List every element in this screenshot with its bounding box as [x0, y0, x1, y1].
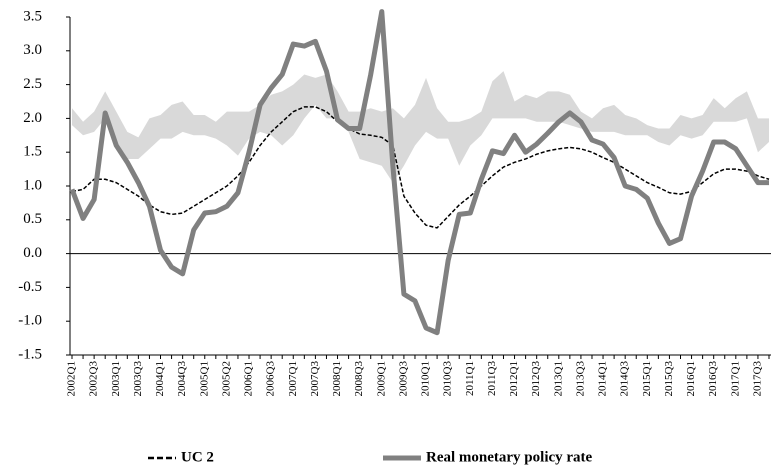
- x-tick-label: 2016Q1: [685, 361, 697, 396]
- x-tick-label: 2008Q1: [331, 361, 343, 396]
- x-tick-label: 2006Q3: [265, 361, 277, 397]
- y-tick-label: -0.5: [18, 279, 42, 295]
- x-tick-label: 2014Q1: [597, 361, 609, 396]
- y-tick-label: 1.5: [23, 144, 42, 160]
- y-tick-label: 1.0: [23, 177, 42, 193]
- x-tick-label: 2007Q1: [287, 361, 299, 396]
- series-line: [69, 9, 769, 336]
- y-tick-label: 0.0: [23, 245, 42, 261]
- x-tick-label: 2005Q1: [198, 361, 210, 396]
- x-tick-label: 2006Q1: [243, 361, 255, 396]
- x-tick-label: 2002Q3: [88, 361, 100, 397]
- y-tick-label: 2.0: [23, 110, 42, 126]
- y-tick-label: 3.5: [23, 8, 42, 24]
- x-tick-label: 2011Q3: [486, 361, 498, 397]
- y-tick-label: 0.5: [23, 211, 42, 227]
- x-tick-label: 2003Q3: [132, 361, 144, 397]
- legend-label: UC 2: [181, 449, 214, 465]
- x-tick-label: 2009Q3: [397, 361, 409, 397]
- x-tick-label: 2005Q2: [220, 361, 232, 396]
- x-tick-label: 2013Q3: [574, 361, 586, 397]
- x-tick-label: 2017Q1: [729, 361, 741, 396]
- x-tick-label: 2010Q1: [420, 361, 432, 396]
- x-tick-label: 2004Q1: [154, 361, 166, 396]
- y-tick-label: 3.0: [23, 42, 42, 58]
- x-tick-label: 2004Q3: [176, 361, 188, 397]
- x-tick-label: 2002Q1: [66, 361, 78, 396]
- x-tick-label: 2009Q1: [375, 361, 387, 396]
- series-line: [71, 106, 770, 229]
- y-tick-label: -1.5: [18, 346, 42, 362]
- x-tick-label: 2015Q1: [641, 361, 653, 396]
- x-tick-label: 2012Q1: [508, 361, 520, 396]
- y-tick-label: -1.0: [18, 313, 42, 329]
- x-tick-label: 2017Q3: [751, 361, 763, 397]
- x-tick-label: 2014Q3: [619, 361, 631, 397]
- x-tick-label: 2016Q3: [707, 361, 719, 397]
- x-tick-label: 2011Q1: [464, 361, 476, 396]
- band-area: [72, 71, 769, 183]
- x-tick-label: 2012Q3: [530, 361, 542, 397]
- x-tick-label: 2013Q1: [552, 361, 564, 396]
- y-tick-label: 2.5: [23, 76, 42, 92]
- legend-label: Real monetary policy rate: [426, 449, 593, 465]
- x-tick-label: 2007Q3: [309, 361, 321, 397]
- x-tick-label: 2008Q3: [353, 361, 365, 397]
- x-tick-label: 2010Q3: [442, 361, 454, 397]
- x-tick-label: 2015Q3: [663, 361, 675, 397]
- x-tick-label: 2003Q1: [110, 361, 122, 396]
